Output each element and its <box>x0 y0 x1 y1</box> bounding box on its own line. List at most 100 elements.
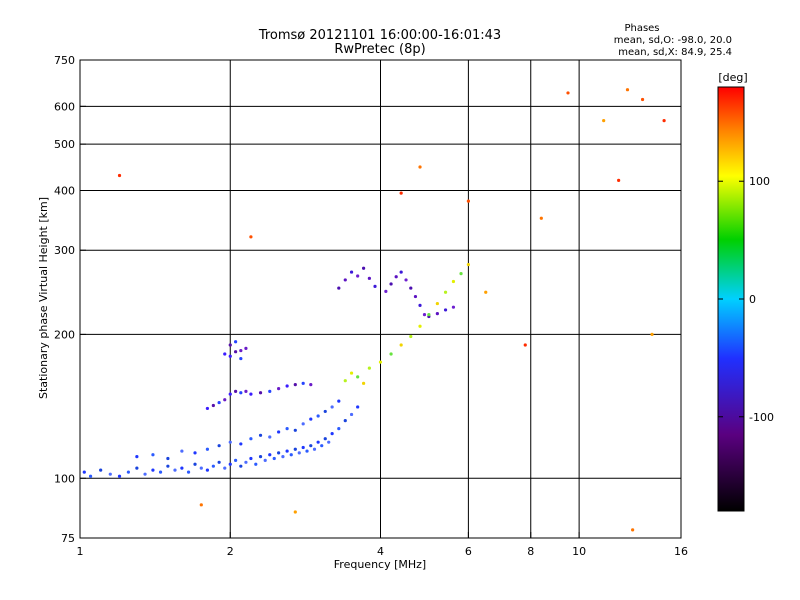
data-point <box>466 262 470 267</box>
data-point <box>180 466 184 470</box>
data-point <box>268 435 272 439</box>
data-point <box>389 282 393 286</box>
data-point <box>523 343 527 347</box>
data-point <box>356 405 360 409</box>
data-point <box>234 350 238 354</box>
data-point <box>435 312 439 316</box>
data-point <box>258 391 263 395</box>
data-point <box>135 455 139 459</box>
data-point <box>277 387 281 391</box>
data-point <box>323 437 327 441</box>
data-point <box>323 409 327 414</box>
data-point <box>316 414 320 418</box>
y-ticks: 75 100 200 300 400 500 600 750 <box>54 54 86 545</box>
data-point <box>330 405 334 409</box>
data-point <box>362 381 366 385</box>
x-ticks: 1 2 4 6 8 10 16 <box>77 532 688 558</box>
colorbar-tick-label: -100 <box>749 411 774 424</box>
y-tick-label: 300 <box>54 244 75 257</box>
data-point <box>312 447 317 451</box>
data-point <box>166 456 170 461</box>
data-point <box>258 455 263 459</box>
data-point <box>199 466 203 470</box>
data-point <box>640 97 645 102</box>
y-tick-label: 100 <box>54 472 75 485</box>
data-point <box>263 458 267 462</box>
data-point <box>459 272 463 276</box>
data-point <box>143 472 147 476</box>
data-point <box>399 191 403 195</box>
data-point <box>217 400 221 405</box>
data-point <box>662 119 666 123</box>
data-point <box>99 468 103 472</box>
data-point <box>466 199 470 203</box>
data-point <box>82 470 86 474</box>
data-point <box>117 173 122 178</box>
data-point <box>135 466 139 470</box>
data-point <box>239 356 243 361</box>
data-point <box>108 472 112 476</box>
data-point <box>337 427 341 431</box>
y-tick-label: 600 <box>54 100 75 113</box>
data-point <box>394 275 398 279</box>
data-point <box>285 427 289 431</box>
data-point <box>418 324 422 328</box>
data-point <box>166 464 170 468</box>
data-point <box>289 453 293 457</box>
colorbar-tick-label: 0 <box>749 293 756 306</box>
data-point <box>343 419 347 423</box>
data-point <box>199 503 203 507</box>
data-point <box>151 453 155 457</box>
data-point <box>239 442 243 446</box>
y-tick-label: 75 <box>61 532 75 545</box>
grid-layer <box>80 60 681 538</box>
data-point <box>277 430 281 434</box>
data-point <box>409 286 413 290</box>
data-point <box>362 266 366 270</box>
y-tick-label: 400 <box>54 184 75 197</box>
y-tick-label: 200 <box>54 328 75 341</box>
data-point <box>234 389 238 393</box>
x-tick-label: 6 <box>465 545 472 558</box>
data-point <box>356 375 360 379</box>
phase-line-x: mean, sd,X: 84.9, 25.4 <box>618 47 732 58</box>
data-point <box>223 398 227 402</box>
data-point <box>356 274 360 278</box>
data-point <box>650 332 654 336</box>
data-point <box>281 455 285 459</box>
data-point <box>378 360 383 364</box>
data-point <box>228 462 232 466</box>
data-point <box>305 449 309 453</box>
data-point <box>293 447 297 451</box>
data-point <box>399 270 403 274</box>
data-point <box>451 305 456 309</box>
data-point <box>211 403 215 408</box>
data-point <box>117 474 122 478</box>
data-point <box>244 389 248 393</box>
chart-title: Tromsø 20121101 16:00:00-16:01:43 <box>258 28 501 43</box>
data-point <box>443 308 448 312</box>
data-point <box>602 119 606 123</box>
data-point <box>239 464 243 468</box>
data-point <box>268 389 272 393</box>
data-point <box>367 276 371 280</box>
data-point <box>234 340 238 344</box>
data-point <box>285 449 289 453</box>
data-point <box>268 453 272 457</box>
data-point <box>258 433 263 437</box>
data-point <box>301 422 305 426</box>
data-point <box>373 284 377 289</box>
data-point <box>409 334 413 339</box>
data-point <box>223 466 227 470</box>
data-point <box>126 470 130 474</box>
data-point <box>249 235 253 239</box>
data-point <box>301 381 305 385</box>
data-point <box>427 313 431 317</box>
data-point <box>193 462 197 466</box>
colorbar-ticks: 100 0 -100 <box>718 175 774 424</box>
data-point <box>539 216 543 220</box>
phase-line-o: mean, sd,O: -98.0, 20.0 <box>614 35 732 46</box>
x-tick-label: 8 <box>527 545 534 558</box>
data-point <box>239 348 243 353</box>
data-point <box>205 406 210 411</box>
